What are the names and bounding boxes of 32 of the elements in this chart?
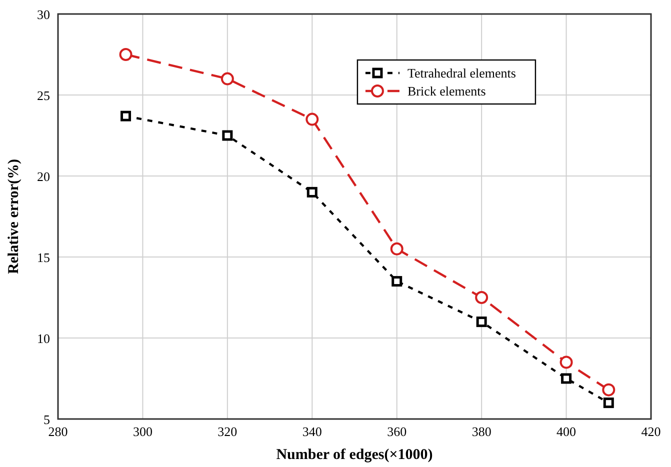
y-tick-label: 20 <box>37 169 50 184</box>
point <box>392 276 402 287</box>
point <box>476 316 487 328</box>
x-tick-label: 380 <box>472 424 492 439</box>
x-tick-label: 280 <box>48 424 68 439</box>
y-tick-label: 30 <box>37 7 50 22</box>
x-tick-label: 360 <box>387 424 407 439</box>
x-tick-label: 400 <box>556 424 576 439</box>
point <box>560 356 573 369</box>
point <box>119 48 132 61</box>
legend-label: Brick elements <box>407 84 486 98</box>
x-tick-label: 320 <box>218 424 238 439</box>
point <box>602 383 616 396</box>
point <box>220 72 234 86</box>
x-tick-label: 340 <box>302 424 322 439</box>
point <box>306 186 318 198</box>
point <box>561 373 572 384</box>
point <box>603 398 614 408</box>
x-tick-label: 420 <box>641 424 661 439</box>
y-tick-label: 15 <box>37 250 50 265</box>
y-tick-label: 5 <box>44 412 50 427</box>
legend-label: Tetrahedral elements <box>407 66 516 80</box>
point <box>475 291 488 304</box>
y-axis-title: Relative error(%) <box>6 158 22 274</box>
y-tick-label: 10 <box>37 331 50 346</box>
x-tick-label: 300 <box>132 424 152 439</box>
point <box>306 112 319 126</box>
x-axis-title: Number of edges(×1000) <box>276 447 433 463</box>
y-tick-label: 25 <box>37 88 50 103</box>
point <box>390 242 404 256</box>
point <box>120 110 132 122</box>
point <box>222 130 233 141</box>
